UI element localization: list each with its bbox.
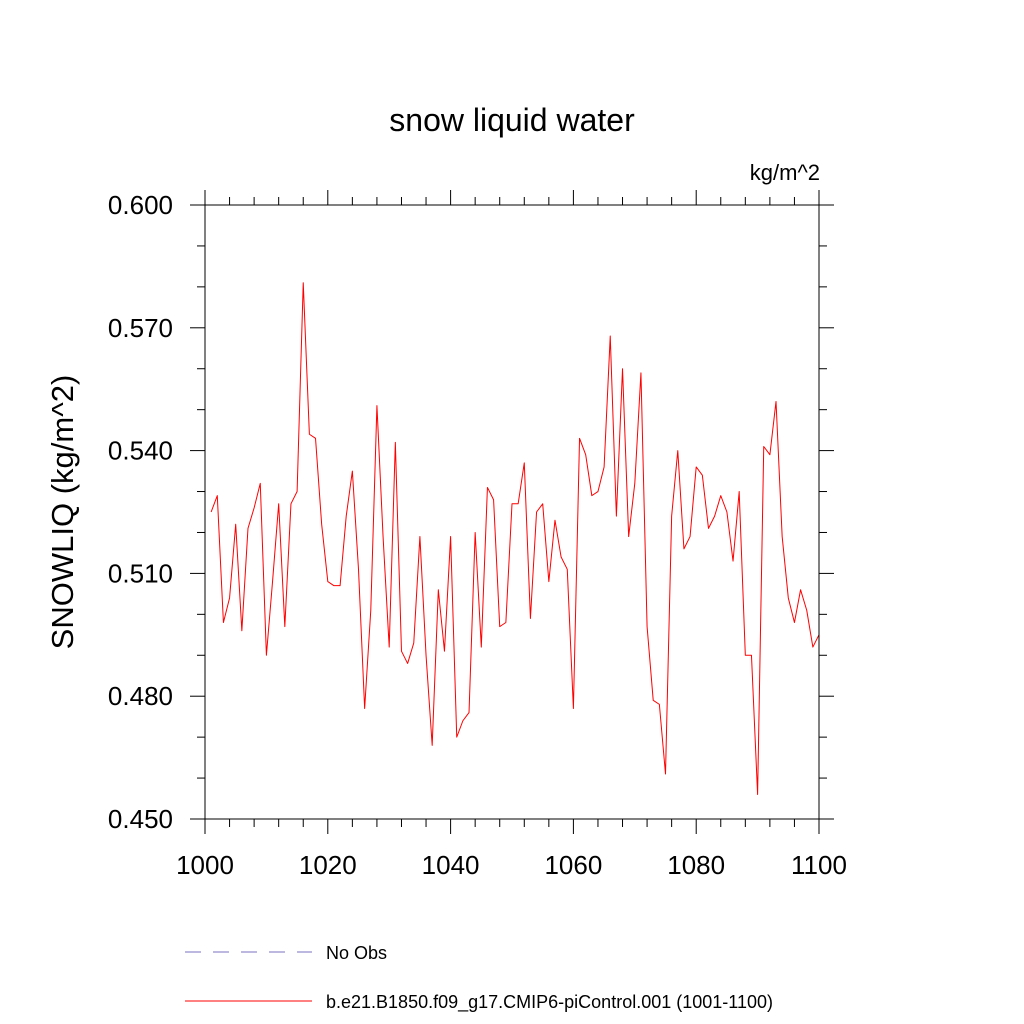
y-tick-label-0.570: 0.570 [108,313,173,343]
series-layer [210,282,820,795]
units-label: kg/m^2 [750,160,820,185]
y-tick-label-0.510: 0.510 [108,558,173,588]
x-tick-label-1080: 1080 [667,850,725,880]
y-tick-label-0.600: 0.600 [108,190,173,220]
x-tick-label-1100: 1100 [791,850,847,880]
y-tick-label-0.450: 0.450 [108,804,173,834]
y-axis-label: SNOWLIQ (kg/m^2) [45,375,80,650]
x-tick-label-1020: 1020 [299,850,357,880]
chart-title: snow liquid water [389,102,635,138]
legend-label-picontrol: b.e21.B1850.f09_g17.CMIP6-piControl.001 … [326,992,773,1013]
legend-label-no-obs: No Obs [326,943,387,963]
x-tick-label-1060: 1060 [544,850,602,880]
y-tick-label-0.480: 0.480 [108,681,173,711]
plot-frame [204,204,820,820]
series-line-1 [210,282,820,795]
ticks-layer [190,190,834,834]
x-tick-label-1040: 1040 [422,850,480,880]
x-tick-label-1000: 1000 [176,850,234,880]
y-tick-label-0.540: 0.540 [108,436,173,466]
tick-labels-layer: 1000 1020 1040 1060 1080 1100 0.450 0.480 0.510 0… [108,190,847,880]
legend: No Obs b.e21.B1850.f09_g17.CMIP6-piContr… [185,943,773,1013]
